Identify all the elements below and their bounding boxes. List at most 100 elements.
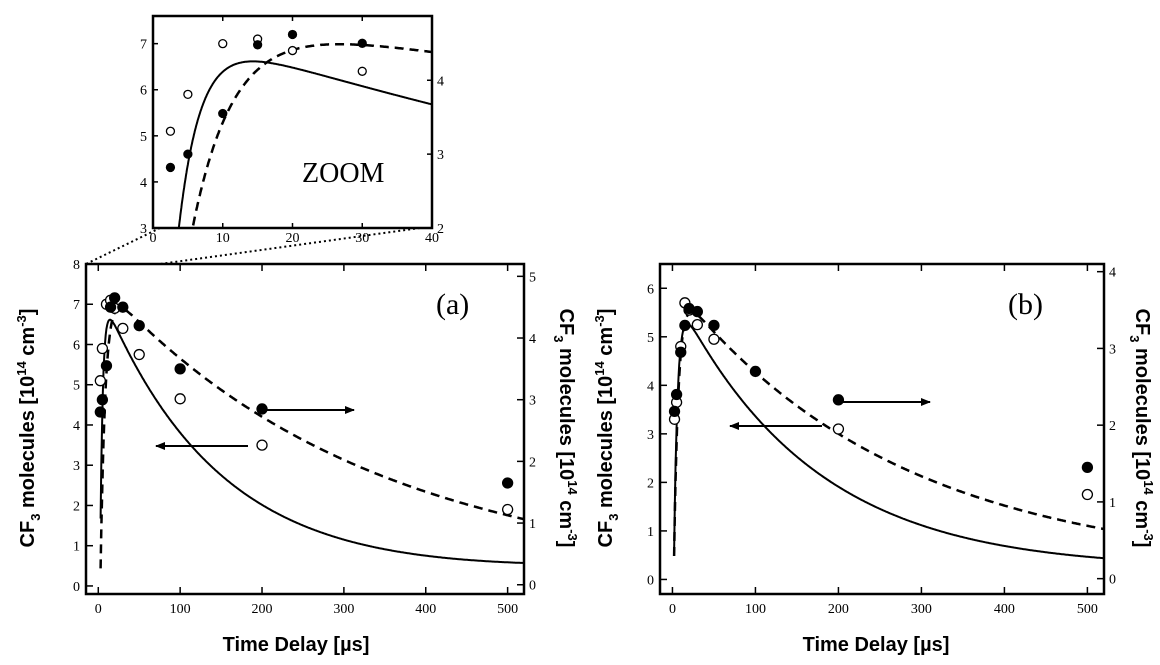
y-left-tick-label: 7 [140, 38, 147, 53]
x-tick-label: 100 [170, 602, 191, 617]
data-point-filled [117, 301, 129, 313]
y-right-tick-label: 2 [529, 455, 536, 470]
y-left-tick-label: 3 [647, 428, 654, 443]
data-point-filled [501, 477, 514, 489]
panel-a-y-left-title: CF3 molecules [1014 cm-3] [14, 309, 43, 548]
data-point-open [96, 342, 109, 355]
data-point-filled [679, 319, 691, 332]
y-left-tick-label: 3 [140, 222, 147, 237]
data-point-filled [174, 363, 186, 375]
y-left-tick-label: 8 [73, 258, 80, 273]
x-tick-label: 0 [150, 231, 157, 246]
panel-zoom: 0 10 20 30 40 3 4 5 6 7 2 3 4 [140, 14, 444, 246]
x-tick-label: 40 [425, 231, 439, 246]
data-point-filled [94, 406, 106, 418]
fit-curve-dashed [672, 310, 1104, 557]
y-left-tick-label: 5 [647, 331, 654, 346]
panel-b: 0 100 200 300 400 500 0 1 2 3 4 5 6 0 1 2 3 4 [647, 262, 1116, 617]
y-right-tick-label: 4 [1109, 266, 1116, 281]
data-point-filled [1081, 461, 1094, 474]
x-tick-label: 20 [286, 231, 300, 246]
y-left-tick-label: 7 [73, 298, 80, 313]
data-point-filled [100, 360, 113, 372]
x-tick-label: 300 [333, 602, 354, 617]
data-point-open [183, 89, 193, 99]
fit-curve-solid [99, 318, 524, 564]
panel-b-x-title: Time Delay [µs] [803, 634, 950, 656]
x-tick-label: 400 [994, 602, 1015, 617]
y-right-tick-label: 3 [437, 148, 444, 163]
data-point-filled [104, 301, 117, 313]
x-tick-label: 400 [415, 602, 436, 617]
plot-frame-a [84, 262, 526, 596]
y-left-tick-label: 6 [73, 338, 80, 353]
data-point-open [218, 39, 228, 49]
data-point-filled [165, 162, 176, 173]
plot-frame-b [658, 262, 1106, 596]
data-point-open [501, 503, 514, 516]
x-tick-label: 500 [497, 602, 518, 617]
data-point-filled [708, 319, 720, 332]
data-point-open [287, 45, 298, 56]
fit-curve-solid [177, 60, 432, 228]
panel-a: 0 100 200 300 400 500 0 1 2 3 4 5 6 7 8 0 1 2 3 4 5 [73, 258, 536, 617]
panel-b-y-left-title: CF3 molecules [1014 cm-3] [592, 309, 621, 548]
y-right-tick-label: 4 [529, 332, 536, 347]
data-point-filled [668, 405, 681, 417]
data-point-filled [256, 403, 268, 415]
x-tick-label: 0 [95, 602, 102, 617]
data-point-open [165, 126, 176, 136]
y-left-tick-label: 0 [73, 580, 80, 595]
x-tick-label: 100 [745, 602, 766, 617]
fit-curve-dashed [191, 42, 432, 228]
x-tick-label: 0 [669, 602, 676, 617]
data-point-open [133, 348, 145, 361]
y-left-tick-label: 5 [73, 379, 80, 394]
data-point-open [94, 375, 106, 387]
y-left-tick-label: 5 [140, 130, 147, 145]
x-tick-label: 300 [911, 602, 932, 617]
y-right-tick-label: 2 [437, 222, 444, 237]
y-left-tick-label: 4 [140, 176, 147, 191]
y-right-tick-label: 3 [529, 394, 536, 409]
panel-b-label: (b) [1008, 288, 1043, 321]
data-point-open [832, 423, 845, 435]
panel-a-x-title: Time Delay [µs] [223, 634, 370, 656]
data-point-filled [832, 394, 845, 406]
data-point-filled [670, 388, 683, 401]
fit-curve-solid [673, 322, 1104, 560]
zoom-connector-right [159, 227, 421, 265]
y-right-tick-label: 1 [529, 517, 536, 532]
data-point-open [117, 322, 129, 335]
panel-a-y-right-title: CF3 molecules [1014 cm-3] [551, 309, 580, 548]
data-point-filled [218, 108, 228, 119]
y-right-tick-label: 3 [1109, 342, 1116, 357]
zoom-label: ZOOM [302, 158, 385, 189]
zoom-connector-left [85, 227, 161, 265]
y-left-tick-label: 6 [140, 84, 147, 99]
data-point-open [357, 66, 367, 76]
data-point-filled [749, 365, 762, 378]
data-point-filled [133, 320, 145, 332]
y-left-tick-label: 6 [647, 282, 654, 297]
data-point-open [256, 439, 268, 451]
data-point-open [174, 393, 186, 405]
data-point-open [1081, 488, 1094, 501]
data-point-filled [675, 346, 687, 358]
x-tick-label: 10 [216, 231, 230, 246]
data-point-filled [252, 40, 263, 50]
y-left-tick-label: 4 [73, 419, 80, 434]
y-left-tick-label: 2 [73, 499, 80, 514]
x-tick-label: 500 [1077, 602, 1098, 617]
panel-a-label: (a) [436, 288, 469, 321]
y-left-tick-label: 3 [73, 459, 80, 474]
data-point-filled [183, 149, 193, 159]
data-point-filled [357, 38, 367, 48]
y-right-tick-label: 1 [1109, 496, 1116, 511]
y-left-tick-label: 1 [647, 525, 654, 540]
y-left-tick-label: 4 [647, 379, 654, 394]
data-point-open [691, 319, 703, 331]
y-left-tick-label: 0 [647, 573, 654, 588]
